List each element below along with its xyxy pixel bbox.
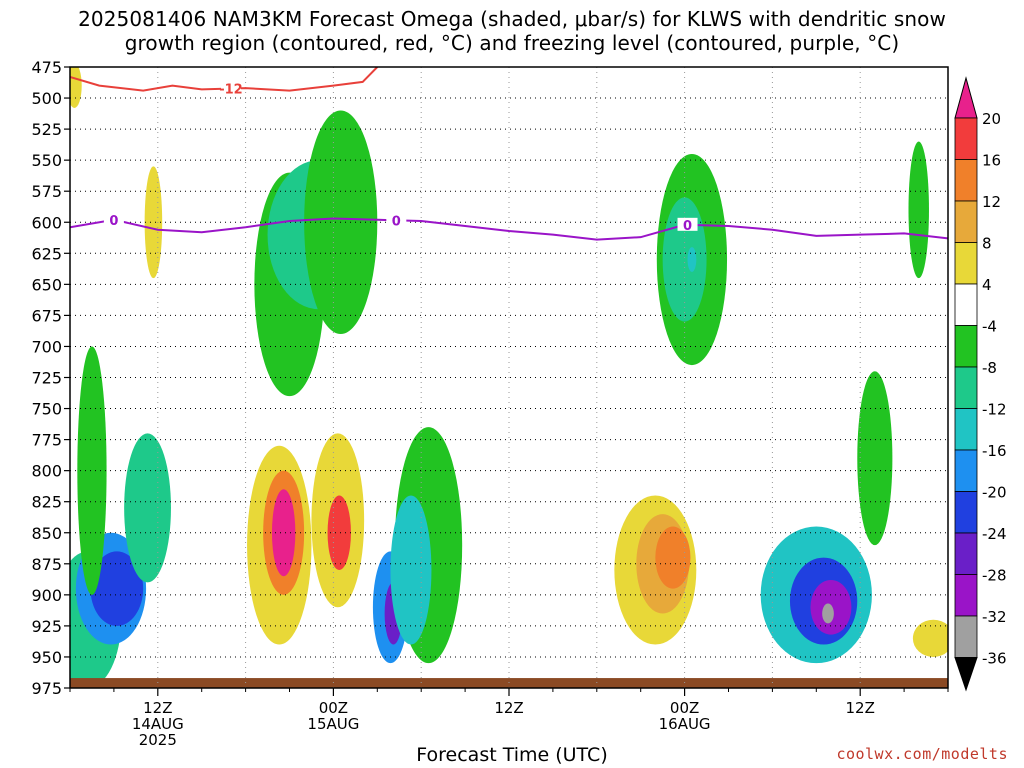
contour-label-bg-0-0 [103,212,124,226]
omega-cell-22 [655,526,691,589]
y-tick-label-625: 625 [31,244,62,263]
omega-cell-13 [271,489,296,577]
omega-cell-25 [687,247,697,272]
y-tick-label-875: 875 [31,555,62,574]
y-tick-label-700: 700 [31,337,62,356]
chart-title-line-2: growth region (contoured, red, °C) and f… [124,31,900,55]
colorbar-label-5: -4 [982,318,997,336]
x-tick-label-6-1: 14AUG [132,715,184,733]
omega-cell-4 [90,551,144,626]
colorbar-label-10: -24 [982,525,1007,543]
colorbar-bin-6 [954,325,978,368]
colorbar-bin-8 [954,408,978,451]
contours: -12 0 0 0 [70,67,948,241]
omega-cell-30 [908,141,929,279]
y-axis: 475 500 525 550 575 600 625 650 675 700 725 750 775 8… [31,58,70,698]
colorbar-bin-11 [954,532,978,575]
omega-cell-6 [77,346,107,595]
y-tick-label-925: 925 [31,617,62,636]
colorbar-label-8: -16 [982,442,1007,460]
omega-cell-29 [822,603,834,624]
colorbar-bin-7 [954,366,978,409]
omega-cell-10 [282,228,291,266]
colorbar-top-arrow [954,76,978,119]
omega-cell-15 [327,495,351,571]
contour-label--12-0: -12 [219,83,243,98]
contour-0 [70,217,948,241]
contour-label-bg--12-0 [220,81,241,95]
y-tick-label-850: 850 [31,524,62,543]
x-tick-label-18-1: 15AUG [307,715,359,733]
y-tick-label-475: 475 [31,58,62,77]
credit-text[interactable]: coolwx.com/modelts [836,745,1008,763]
y-tick-label-500: 500 [31,89,62,108]
y-tick-label-650: 650 [31,275,62,294]
colorbar-bin-9 [954,449,978,492]
x-tick-label-6-0: 12Z [143,699,172,717]
x-tick-label-42-1: 16AUG [659,715,711,733]
omega-cell-31 [857,371,893,546]
x-tick-label-54-0: 12Z [846,699,875,717]
colorbar-label-12: -32 [982,608,1007,626]
y-tick-label-575: 575 [31,182,62,201]
contour-label-bg-0-2 [677,217,698,231]
y-tick-label-725: 725 [31,369,62,388]
y-tick-label-600: 600 [31,213,62,232]
chart-title-line-1: 2025081406 NAM3KM Forecast Omega (shaded… [78,7,946,31]
ground-surface [70,678,948,688]
colorbar-label-6: -8 [982,359,997,377]
colorbar-bin-13 [954,615,978,658]
colorbar-label-11: -28 [982,567,1007,585]
omega-cell-32 [912,619,948,657]
colorbar-bin-5 [954,283,978,326]
x-tick-label-42-0: 00Z [670,699,699,717]
contour-label-0-2: 0 [683,219,692,234]
y-tick-label-950: 950 [31,648,62,667]
y-tick-label-550: 550 [31,151,62,170]
colorbar-label-13: -36 [982,650,1007,668]
omega-cell-19 [390,495,432,645]
colorbar-label-4: 4 [982,276,992,294]
x-tick-label-30-0: 12Z [494,699,523,717]
colorbar-label-1: 16 [982,152,1001,170]
y-tick-label-900: 900 [31,586,62,605]
colorbar-label-7: -12 [982,401,1007,419]
colorbar-label-9: -20 [982,484,1007,502]
x-tick-label-18-0: 00Z [319,699,348,717]
y-tick-label-750: 750 [31,400,62,419]
contour-label-bg-0-1 [386,213,407,227]
colorbar-bin-2 [954,159,978,202]
y-tick-label-675: 675 [31,306,62,325]
y-tick-label-525: 525 [31,120,62,139]
omega-cell-5 [124,433,171,583]
contour-label-0-0: 0 [109,214,118,229]
colorbar-bin-10 [954,491,978,534]
x-tick-label-6-2: 2025 [139,731,177,749]
colorbar-label-0: 20 [982,110,1001,128]
y-tick-label-775: 775 [31,431,62,450]
colorbar-bin-4 [954,242,978,285]
colorbar-bottom-arrow [954,657,978,692]
colorbar-bin-3 [954,200,978,243]
colorbar: 20 16 12 8 4 -4 -8 -12 -16 -20 -24 -28 -32 -36 [954,76,1007,692]
colorbar-bin-12 [954,574,978,617]
colorbar-label-3: 8 [982,235,992,253]
contour-label-0-1: 0 [392,214,401,229]
colorbar-bin-1 [954,117,978,160]
y-tick-label-800: 800 [31,462,62,481]
colorbar-label-2: 12 [982,193,1001,211]
x-axis-label: Forecast Time (UTC) [416,744,608,766]
y-tick-label-825: 825 [31,493,62,512]
omega-cell-1 [144,166,163,279]
y-tick-label-975: 975 [31,679,62,698]
